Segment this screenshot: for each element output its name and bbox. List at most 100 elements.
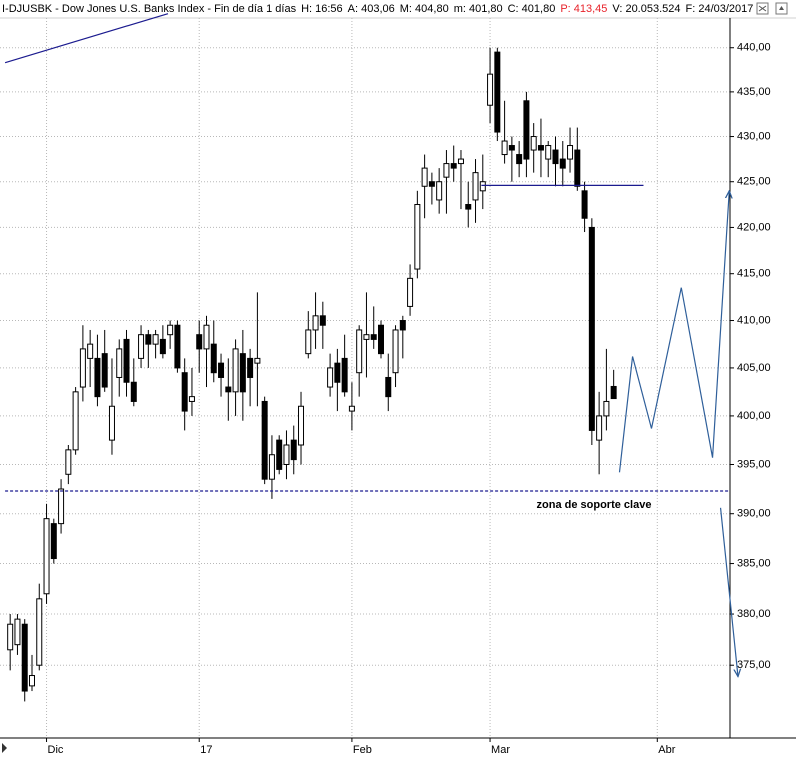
trend-line: [4, 13, 169, 64]
candle-body: [450, 163, 457, 169]
candle-body: [363, 334, 370, 340]
y-tick-label: 405,00: [737, 362, 771, 374]
candle-body: [385, 376, 392, 398]
candle-body: [436, 181, 443, 201]
candle-body: [457, 158, 464, 165]
candle-body: [494, 51, 501, 133]
candle-body: [392, 329, 399, 374]
candle-body: [421, 167, 428, 187]
candle-body: [79, 348, 86, 388]
candle-body: [21, 623, 28, 692]
candle-body: [276, 439, 283, 470]
projection-arrow: [719, 507, 738, 677]
candle-body: [414, 204, 421, 270]
candle-body: [596, 415, 603, 441]
candle-body: [530, 136, 537, 151]
candle-body: [58, 488, 65, 525]
candle-body: [232, 348, 239, 393]
y-tick-label: 430,00: [737, 130, 771, 142]
candle-body: [312, 315, 319, 331]
candle-body: [218, 362, 225, 378]
candle-body: [523, 100, 530, 160]
y-tick-label: 385,00: [737, 557, 771, 569]
candle-body: [123, 338, 130, 383]
candle-body: [145, 334, 152, 345]
candle-body: [305, 329, 312, 355]
y-tick-label: 380,00: [737, 608, 771, 620]
header-field: F: 24/03/2017: [686, 3, 754, 15]
candle-body: [334, 362, 341, 383]
y-tick-label: 375,00: [737, 659, 771, 671]
y-tick-label: 410,00: [737, 314, 771, 326]
candle-body: [108, 405, 115, 441]
candle-body: [261, 400, 268, 480]
header-field: V: 20.053.524: [612, 3, 680, 15]
candle-body: [465, 204, 472, 210]
candle-body: [508, 145, 515, 151]
window-button-icon: [779, 6, 784, 10]
candle-body: [603, 400, 610, 417]
candle-body: [341, 357, 348, 393]
candle-body: [370, 334, 377, 340]
candle-body: [152, 334, 159, 345]
candle-body: [574, 149, 581, 187]
candle-body: [559, 158, 566, 169]
scroll-arrow[interactable]: [2, 743, 7, 753]
header-field: A: 403,06: [348, 3, 395, 15]
y-tick-label: 400,00: [737, 410, 771, 422]
y-tick-label: 420,00: [737, 221, 771, 233]
candle-body: [567, 145, 574, 160]
candle-body: [254, 357, 261, 364]
header-field: C: 401,80: [508, 3, 556, 15]
candle-body: [50, 523, 57, 560]
candle-body: [356, 329, 363, 374]
candle-body: [72, 391, 79, 451]
candle-body: [196, 334, 203, 350]
candle-body: [210, 343, 217, 374]
candle-body: [138, 334, 145, 359]
candle-body: [443, 163, 450, 178]
y-tick-label: 440,00: [737, 42, 771, 54]
candle-body: [65, 449, 72, 475]
plot-area: [0, 18, 730, 738]
candle-body: [537, 145, 544, 151]
candle-body: [487, 73, 494, 106]
candle-body: [268, 454, 275, 480]
candle-body: [94, 357, 101, 398]
x-tick-label: Dic: [48, 744, 64, 756]
candle-body: [283, 444, 290, 465]
candle-body: [43, 518, 50, 595]
header-title: I-DJUSBK - Dow Jones U.S. Banks Index - …: [2, 3, 297, 15]
candle-body: [545, 145, 552, 160]
header-field: P: 413,45: [560, 3, 607, 15]
candle-body: [399, 320, 406, 331]
y-tick-label: 435,00: [737, 86, 771, 98]
header-field: m: 401,80: [454, 3, 503, 15]
window-button-icon: [758, 5, 767, 12]
candle-body: [581, 190, 588, 219]
candle-body: [87, 343, 94, 359]
y-tick-label: 390,00: [737, 508, 771, 520]
candle-body: [203, 324, 210, 350]
candle-body: [588, 226, 595, 431]
candle-body: [348, 405, 355, 412]
candle-body: [472, 172, 479, 201]
candle-body: [516, 154, 523, 165]
candle-body: [159, 338, 166, 355]
x-tick-label: 17: [200, 744, 212, 756]
x-tick-label: Feb: [353, 744, 372, 756]
candle-body: [327, 367, 334, 388]
candle-body: [188, 396, 195, 402]
candle-body: [428, 181, 435, 187]
candle-body: [479, 181, 486, 192]
candle-body: [174, 324, 181, 369]
candle-body: [28, 675, 35, 687]
candle-body: [319, 315, 326, 326]
y-tick-label: 415,00: [737, 268, 771, 280]
header: I-DJUSBK - Dow Jones U.S. Banks Index - …: [2, 3, 753, 15]
y-tick-label: 425,00: [737, 176, 771, 188]
x-tick-label: Abr: [658, 744, 675, 756]
header-field: H: 16:56: [301, 3, 343, 15]
